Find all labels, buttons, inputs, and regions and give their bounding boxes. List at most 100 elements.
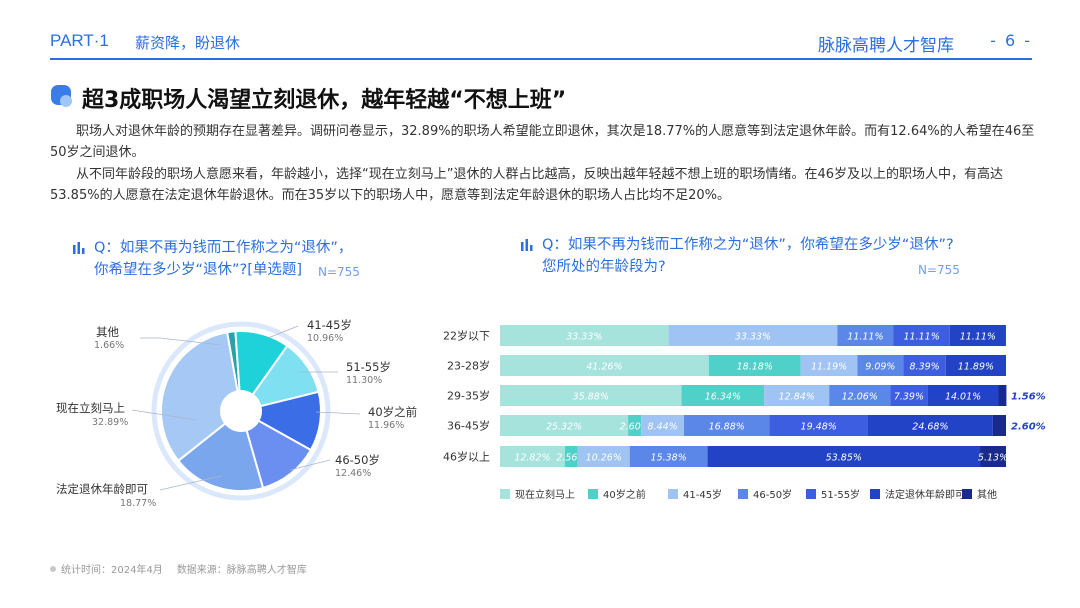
- bar-value-label: 16.88%: [709, 422, 745, 433]
- pie-label-other: 其他: [96, 325, 119, 339]
- legend-swatch: [962, 489, 972, 499]
- pie-label-now: 现在立刻马上: [56, 401, 125, 415]
- bar-value-label: 9.09%: [865, 362, 895, 373]
- leader-line: [140, 337, 222, 346]
- bar-value-label: 16.34%: [705, 392, 741, 403]
- bar-value-label: 41.26%: [586, 362, 622, 373]
- leader-line: [289, 459, 331, 471]
- legend-label: 其他: [977, 490, 997, 501]
- legend-label: 现在立刻马上: [515, 490, 575, 501]
- bar-segment: [564, 446, 578, 467]
- bar-value-label: 2.60%: [620, 422, 650, 433]
- right-question-line2: 您所处的年龄段为?: [542, 259, 666, 275]
- body-paragraph-2: 从不同年龄段的职场人意愿来看，年龄越小，选择“现在立刻马上”退休的人群占比越高，…: [50, 167, 1004, 203]
- stat-time: 统计时间：2024年4月: [61, 565, 163, 576]
- legend-swatch: [806, 489, 816, 499]
- pie-pct-before40: 11.96%: [368, 420, 405, 431]
- bar-segment: [500, 355, 709, 376]
- bar-value-label: 10.26%: [586, 453, 622, 464]
- bar-value-label: 8.39%: [910, 362, 940, 373]
- legend-item: 40岁之前: [588, 486, 646, 502]
- bar-segment: [837, 325, 894, 346]
- bar-value-label: 15.38%: [651, 453, 687, 464]
- bar-value-label: 2.60%: [1011, 422, 1046, 433]
- data-source: 数据来源：脉脉高聘人才智库: [176, 565, 307, 576]
- bar-value-label: 1.56%: [1011, 392, 1046, 403]
- bar-segment: [668, 325, 838, 346]
- bar-value-label: 33.33%: [735, 332, 771, 343]
- bar-chart-icon: [73, 242, 85, 254]
- legend-item: 法定退休年龄即可: [870, 486, 965, 502]
- footer-dot-icon: [50, 566, 56, 572]
- bar-segment: [829, 385, 891, 406]
- left-question-line2: 你希望在多少岁“退休”?[单选题]: [94, 262, 303, 278]
- bar-segment: [980, 446, 1006, 467]
- left-question-line1: Q：如果不再为钱而工作称之为“退休”，: [94, 240, 353, 256]
- bar-segment: [992, 415, 1006, 436]
- bar-segment: [500, 325, 669, 346]
- legend-item: 46-50岁: [738, 486, 792, 502]
- category-label: 46岁以上: [443, 450, 490, 464]
- title-bullet-icon: [51, 85, 72, 107]
- legend-label: 41-45岁: [683, 490, 723, 501]
- right-question-line1: Q：如果不再为钱而工作称之为“退休”，你希望在多少岁“退休”?: [542, 237, 954, 253]
- bar-segment: [764, 385, 830, 406]
- legend-swatch: [668, 489, 678, 499]
- bar-value-label: 11.11%: [847, 332, 883, 343]
- bar-segment: [893, 325, 950, 346]
- bar-value-label: 25.32%: [546, 422, 582, 433]
- donut-slice: [176, 422, 265, 492]
- category-label: 36-45岁: [447, 419, 490, 433]
- bar-value-label: 12.06%: [842, 392, 878, 403]
- legend-item: 51-55岁: [806, 486, 860, 502]
- pie-label-51-55: 51-55岁: [346, 360, 391, 374]
- leader-line: [131, 409, 197, 421]
- pie-pct-46-50: 12.46%: [335, 468, 372, 479]
- bar-segment: [927, 385, 999, 406]
- bar-value-label: 14.01%: [945, 392, 981, 403]
- bar-segment: [800, 355, 858, 376]
- bar-segment: [708, 355, 801, 376]
- bar-segment: [998, 385, 1007, 406]
- pie-pct-other: 1.66%: [94, 340, 125, 351]
- bar-value-label: 12.82%: [514, 453, 550, 464]
- bar-value-label: 8.44%: [648, 422, 678, 433]
- donut-slice: [160, 331, 239, 463]
- bar-value-label: 35.88%: [573, 392, 609, 403]
- donut-hole: [222, 392, 260, 430]
- page-number: - 6 -: [990, 31, 1032, 50]
- bar-segment: [945, 355, 1006, 376]
- bar-segment: [769, 415, 868, 436]
- legend-item: 其他: [962, 486, 997, 502]
- leader-line: [315, 411, 361, 415]
- bar-value-label: 53.85%: [826, 453, 862, 464]
- donut-outer-ring: [151, 321, 331, 501]
- section-title-row: 超3成职场人渴望立刻退休，越年轻越“不想上班”: [50, 82, 1010, 113]
- bar-segment: [903, 355, 946, 376]
- legend-swatch: [500, 489, 510, 499]
- category-label: 23-28岁: [447, 359, 490, 373]
- bar-value-label: 33.33%: [566, 332, 602, 343]
- pie-pct-legal: 18.77%: [120, 498, 157, 509]
- leader-line: [159, 475, 222, 491]
- legend-item: 现在立刻马上: [500, 486, 575, 502]
- bar-segment: [890, 385, 928, 406]
- bar-segment: [628, 415, 642, 436]
- pie-pct-41-45: 10.96%: [307, 333, 344, 344]
- left-sample-size: N=755: [318, 265, 360, 279]
- brand-name: 脉脉高聘人才智库: [818, 36, 954, 56]
- part-subtitle: 薪资降，盼退休: [135, 34, 241, 52]
- bar-segment: [949, 325, 1006, 346]
- bar-segment: [683, 415, 770, 436]
- part-label: PART·1: [50, 31, 109, 50]
- pie-pct-now: 32.89%: [92, 417, 129, 428]
- legend-swatch: [870, 489, 880, 499]
- bar-value-label: 19.48%: [801, 422, 837, 433]
- bar-value-label: 2.56%: [556, 453, 586, 464]
- pie-label-46-50: 46-50岁: [335, 453, 380, 467]
- bar-segment: [500, 415, 629, 436]
- bar-segment: [500, 446, 565, 467]
- bar-value-label: 18.18%: [737, 362, 773, 373]
